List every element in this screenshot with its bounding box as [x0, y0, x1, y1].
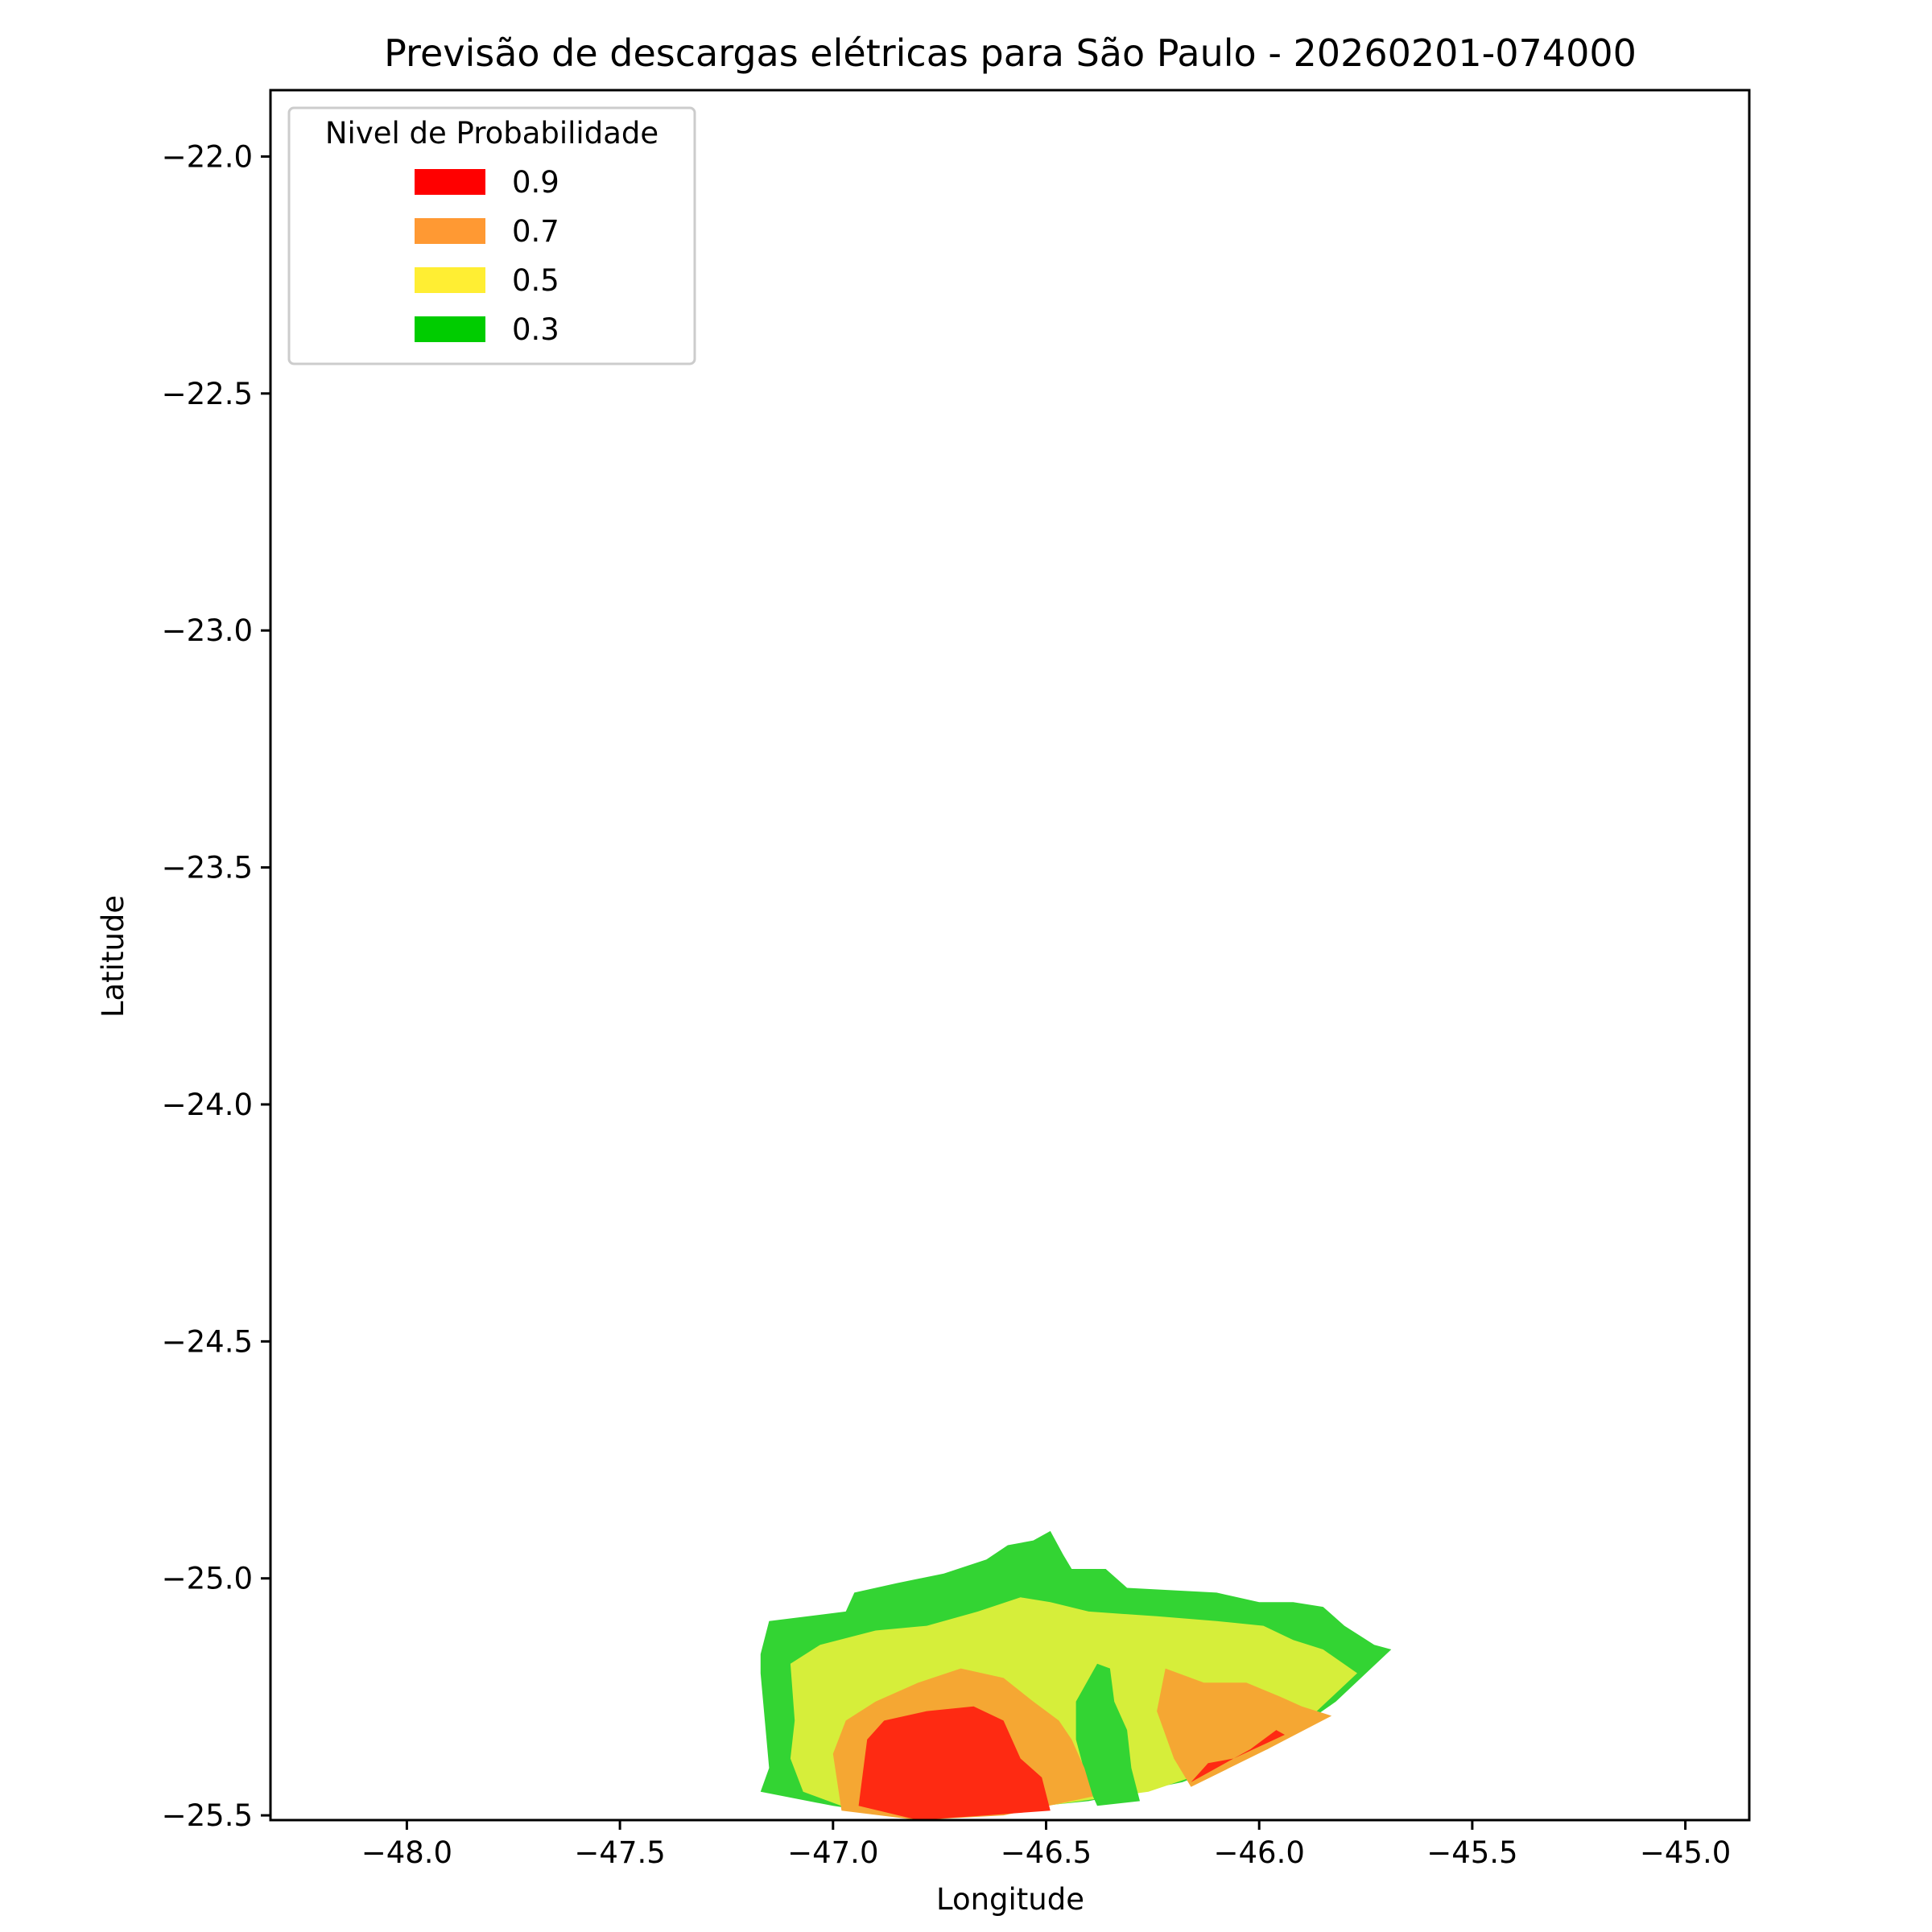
y-tick-label: −22.5: [162, 377, 253, 411]
legend-label-0-9: 0.9: [512, 165, 559, 200]
legend-swatch-0-3: [415, 316, 485, 342]
region-level-0-3-2: [1075, 1663, 1140, 1806]
legend-swatch-0-7: [415, 218, 485, 244]
y-tick-label: −23.0: [162, 613, 253, 648]
region-level-0-9-5: [858, 1706, 1051, 1820]
region-level-0-9-6: [1191, 1730, 1285, 1782]
chart-title: Previsão de descargas elétricas para São…: [384, 31, 1637, 75]
legend-entries: 0.9 0.7 0.5 0.3: [415, 165, 559, 347]
legend-box: [287, 106, 696, 365]
y-tick-label: −24.0: [162, 1088, 253, 1122]
x-axis-ticks: −48.0 −47.5 −47.0 −46.5 −46.0 −45.5 −45.0: [361, 1820, 1731, 1870]
y-tick-label: −24.5: [162, 1324, 253, 1359]
x-tick-label: −46.0: [1214, 1835, 1305, 1870]
x-tick-label: −47.5: [574, 1835, 665, 1870]
legend-label-0-7: 0.7: [512, 214, 559, 249]
plot-frame: [269, 89, 1751, 1822]
y-axis-ticks: −22.0 −22.5 −23.0 −23.5 −24.0 −24.5 −25.0 −25.5: [162, 139, 270, 1833]
y-axis-label: Latitude: [96, 895, 130, 1018]
x-tick-label: −47.0: [787, 1835, 878, 1870]
x-tick-label: −45.0: [1640, 1835, 1731, 1870]
y-tick-label: −22.0: [162, 139, 253, 174]
y-tick-label: −25.0: [162, 1562, 253, 1596]
probability-regions: [760, 1530, 1392, 1820]
legend-label-0-3: 0.3: [512, 312, 559, 347]
legend-title: Nivel de Probabilidade: [325, 116, 658, 151]
legend-swatch-0-9: [415, 169, 485, 195]
legend-swatch-0-5: [415, 267, 485, 293]
x-axis-label: Longitude: [936, 1882, 1084, 1917]
legend: Nivel de Probabilidade 0.9 0.7 0.5 0.3: [287, 106, 696, 365]
legend-label-0-5: 0.5: [512, 263, 559, 298]
y-tick-label: −23.5: [162, 851, 253, 886]
x-tick-label: −45.5: [1426, 1835, 1517, 1870]
y-tick-label: −25.5: [162, 1798, 253, 1833]
region-level-0-7-4: [1157, 1668, 1332, 1787]
x-tick-label: −46.5: [1001, 1835, 1092, 1870]
x-tick-label: −48.0: [361, 1835, 452, 1870]
